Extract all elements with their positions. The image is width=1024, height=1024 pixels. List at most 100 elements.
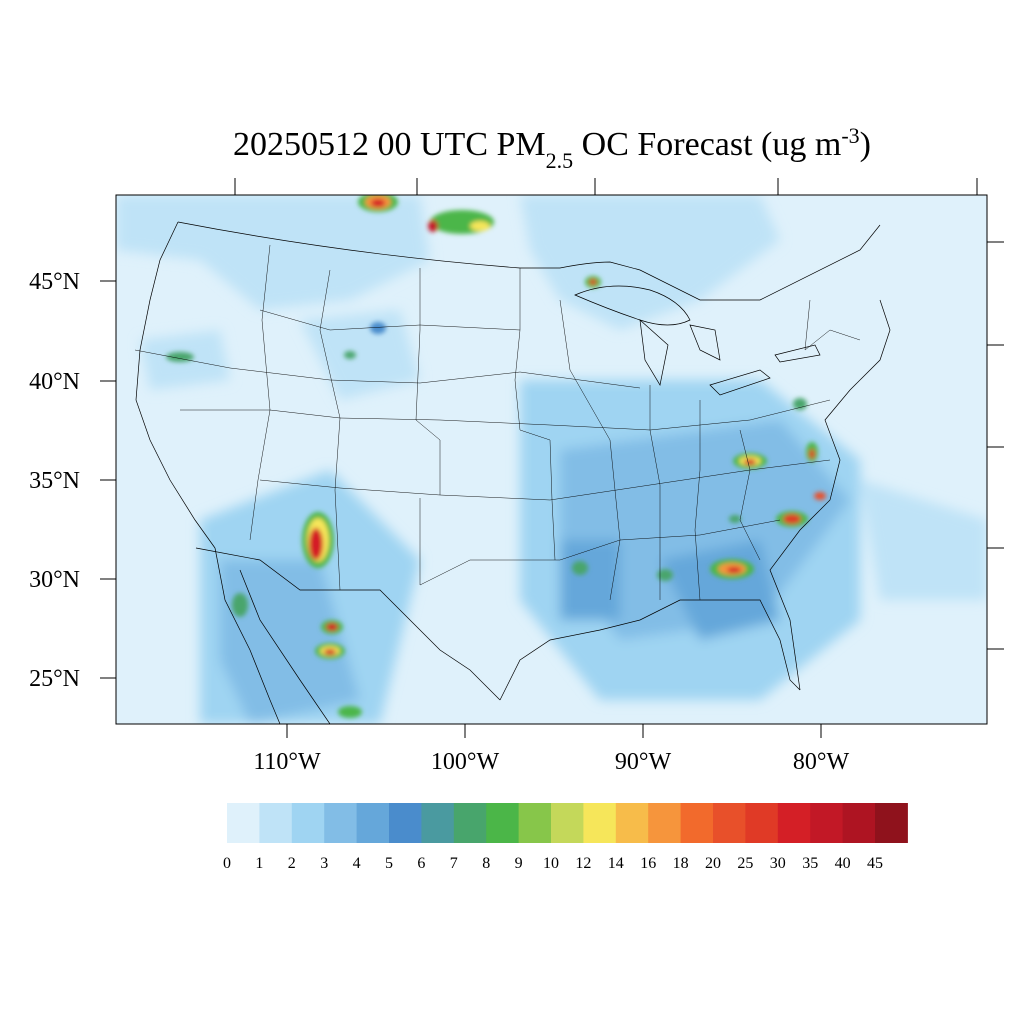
regional-plumes: [116, 195, 987, 724]
state-line-14: [804, 299, 861, 351]
state-line-11: [649, 385, 661, 600]
colorbar-label: 40: [835, 855, 851, 872]
colorbar-label: 3: [320, 855, 328, 872]
hotspot-north-carolina: [733, 453, 767, 469]
hotspot-georgia: [710, 559, 754, 579]
colorbar: 0 1 2 3 4 5 6 7 8 9 10 12 14 16 18 20 25 30 35 40 45: [223, 803, 908, 872]
mexico-border: [195, 547, 501, 701]
colorbar-swatch: [227, 803, 260, 843]
state-line-10: [559, 299, 621, 601]
colorbar-swatch: [875, 803, 908, 843]
hotspot-saskatchewan: [358, 195, 398, 212]
colorbar-label: 14: [608, 855, 624, 872]
colorbar-swatch: [518, 803, 552, 843]
plume-great-lakes: [520, 195, 780, 330]
colorbar-label: 4: [353, 855, 361, 872]
colorbar-swatch: [713, 803, 746, 843]
colorbar-label: 6: [417, 855, 425, 872]
pacific-coast: [135, 221, 216, 549]
colorbar-swatch: [810, 803, 844, 843]
colorbar-swatch: [745, 803, 779, 843]
colorbar-swatch: [259, 803, 293, 843]
colorbar-swatch: [291, 803, 325, 843]
colorbar-label: 8: [482, 855, 490, 872]
colorbar-label: 9: [515, 855, 523, 872]
boundaries: [135, 221, 891, 724]
map-ticks: [100, 178, 1004, 738]
hotspots: [166, 195, 826, 718]
lon-label: 80°W: [793, 749, 850, 775]
gulf-coast: [499, 599, 801, 701]
colorbar-swatch: [583, 803, 617, 843]
colorbar-label: 1: [255, 855, 263, 872]
title-superscript: -3: [841, 123, 859, 148]
title-subscript: 2.5: [546, 148, 574, 173]
plume-louisiana: [560, 540, 620, 620]
colorbar-swatch: [615, 803, 649, 843]
hotspot-lake-superior: [585, 276, 601, 288]
colorbar-swatch: [324, 803, 358, 843]
colorbar-swatch: [421, 803, 455, 843]
lat-label: 35°N: [29, 468, 80, 494]
plume-southeast-core: [560, 420, 850, 640]
title-close: ): [860, 126, 871, 163]
map-frame: [115, 194, 988, 725]
state-line-1: [134, 349, 641, 389]
colorbar-label: 2: [288, 855, 296, 872]
canada-border: [177, 221, 881, 301]
colorbar-swatch: [842, 803, 876, 843]
colorbar-label: 30: [770, 855, 786, 872]
colorbar-swatch: [486, 803, 520, 843]
sonora-coast: [239, 569, 331, 724]
hotspot-minor: [166, 322, 826, 718]
state-lines: [134, 244, 861, 601]
lat-label: 25°N: [29, 666, 80, 692]
state-line-9: [514, 268, 556, 561]
lon-labels: 110°W 100°W 90°W 80°W: [253, 749, 849, 775]
state-line-6: [249, 244, 271, 541]
colorbar-swatch: [551, 803, 584, 843]
state-line-3: [180, 399, 831, 431]
lat-label: 45°N: [29, 269, 80, 295]
plume-wyoming: [300, 310, 420, 400]
lake-ontario: [774, 344, 821, 363]
colorbar-swatch: [680, 803, 714, 843]
hotspot-south-carolina: [776, 511, 808, 527]
hotspot-arizona: [302, 512, 334, 568]
plume-northwest: [116, 195, 430, 310]
colorbar-label: 18: [673, 855, 689, 872]
colorbar-label: 0: [223, 855, 231, 872]
colorbar-label: 10: [543, 855, 559, 872]
title-suffix: OC Forecast (ug m: [573, 126, 841, 163]
hotspot-manitoba: [428, 210, 494, 234]
map-panel: 45°N 40°N 35°N 30°N 25°N 110°W 100°W 90°…: [29, 178, 1004, 775]
state-line-8: [415, 268, 441, 495]
lake-superior: [574, 285, 691, 326]
colorbar-label: 12: [575, 855, 591, 872]
lat-labels: 45°N 40°N 35°N 30°N 25°N: [29, 269, 80, 692]
lon-label: 100°W: [431, 749, 500, 775]
atlantic-coast: [769, 299, 891, 691]
colorbar-label: 16: [640, 855, 656, 872]
hotspot-chihuahua: [315, 620, 345, 659]
colorbar-label: 7: [450, 855, 458, 872]
colorbar-swatch: [389, 803, 422, 843]
state-line-2: [259, 309, 521, 331]
colorbar-swatch: [777, 803, 811, 843]
plume-atlantic: [860, 480, 987, 600]
lake-huron: [689, 324, 721, 361]
lat-label: 30°N: [29, 567, 80, 593]
state-line-5: [419, 498, 781, 586]
baja-coast: [214, 547, 281, 724]
lat-label: 40°N: [29, 369, 80, 395]
lon-label: 110°W: [253, 749, 321, 775]
colorbar-swatch: [356, 803, 390, 843]
lake-erie: [709, 369, 771, 396]
colorbar-swatch: [648, 803, 682, 843]
title-prefix: 20250512 00 UTC PM: [233, 126, 546, 163]
colorbar-label: 35: [802, 855, 818, 872]
state-line-7: [319, 269, 341, 591]
lon-label: 90°W: [615, 749, 672, 775]
plume-mexico: [220, 560, 360, 724]
